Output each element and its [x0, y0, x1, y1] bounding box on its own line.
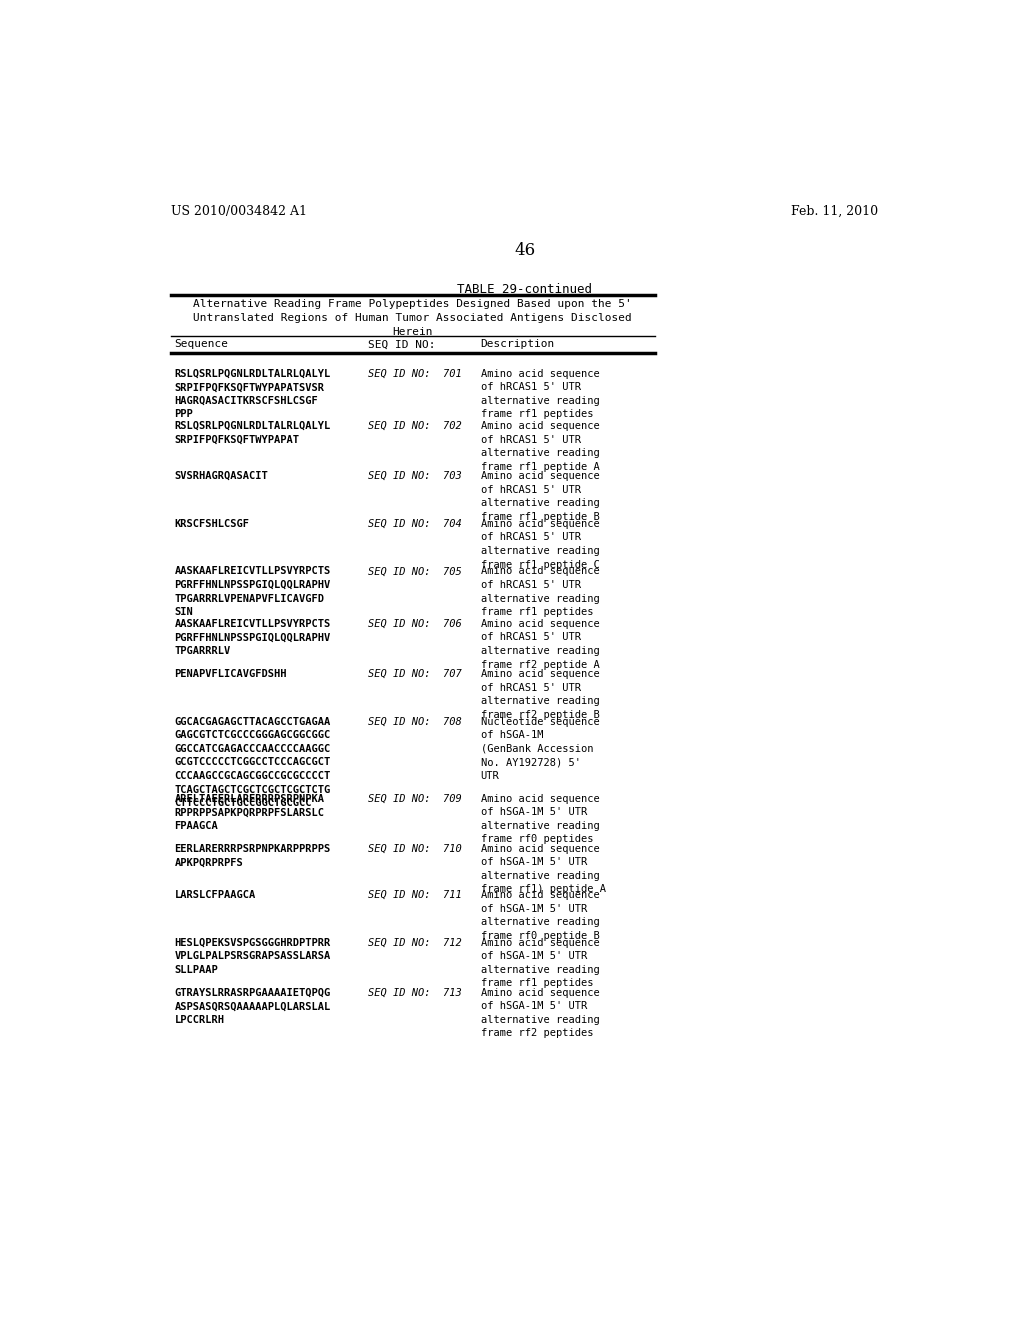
Text: LARSLCFPAAGCA: LARSLCFPAAGCA — [174, 890, 256, 900]
Text: SVSRHAGRQASACIT: SVSRHAGRQASACIT — [174, 471, 268, 480]
Text: US 2010/0034842 A1: US 2010/0034842 A1 — [171, 205, 306, 218]
Text: SEQ ID NO:: SEQ ID NO: — [369, 339, 436, 350]
Text: KRSCFSHLCSGF: KRSCFSHLCSGF — [174, 519, 250, 529]
Text: SEQ ID NO:  701: SEQ ID NO: 701 — [369, 368, 462, 379]
Text: Amino acid sequence
of hSGA-1M 5' UTR
alternative reading
frame rf0 peptides: Amino acid sequence of hSGA-1M 5' UTR al… — [480, 793, 599, 845]
Text: Amino acid sequence
of hSGA-1M 5' UTR
alternative reading
frame rf1) peptide A: Amino acid sequence of hSGA-1M 5' UTR al… — [480, 843, 605, 895]
Text: HESLQPEKSVSPGSGGGHRDPTPRR
VPLGLPALPSRSGRAPSASSLARSA
SLLPAAP: HESLQPEKSVSPGSGGGHRDPTPRR VPLGLPALPSRSGR… — [174, 937, 331, 975]
Text: Amino acid sequence
of hRCAS1 5' UTR
alternative reading
frame rf2 peptide B: Amino acid sequence of hRCAS1 5' UTR alt… — [480, 669, 599, 719]
Text: SEQ ID NO:  709: SEQ ID NO: 709 — [369, 793, 462, 804]
Text: SEQ ID NO:  711: SEQ ID NO: 711 — [369, 890, 462, 900]
Text: ARELTAEERLARERRRPSRPNPKA
RPPRPPSAPKPQRPRPFSLARSLC
FPAAGCA: ARELTAEERLARERRRPSRPNPKA RPPRPPSAPKPQRPR… — [174, 793, 325, 830]
Text: RSLQSRLPQGNLRDLTALRLQALYL
SRPIFPQFKSQFTWYPAPAT: RSLQSRLPQGNLRDLTALRLQALYL SRPIFPQFKSQFTW… — [174, 421, 331, 445]
Text: Feb. 11, 2010: Feb. 11, 2010 — [792, 205, 879, 218]
Text: SEQ ID NO:  703: SEQ ID NO: 703 — [369, 471, 462, 480]
Text: EERLARERRRPSRPNPKARPPRPPS
APKPQRPRPFS: EERLARERRRPSRPNPKARPPRPPS APKPQRPRPFS — [174, 843, 331, 867]
Text: Alternative Reading Frame Polypeptides Designed Based upon the 5'
Untranslated R: Alternative Reading Frame Polypeptides D… — [194, 298, 632, 337]
Text: Amino acid sequence
of hRCAS1 5' UTR
alternative reading
frame rf1 peptide C: Amino acid sequence of hRCAS1 5' UTR alt… — [480, 519, 599, 569]
Text: SEQ ID NO:  706: SEQ ID NO: 706 — [369, 619, 462, 628]
Text: GGCACGAGAGCTTACAGCCTGAGAA
GAGCGTCTCGCCCGGGAGCGGCGGC
GGCCATCGAGACCCAACCCCAAGGC
GC: GGCACGAGAGCTTACAGCCTGAGAA GAGCGTCTCGCCCG… — [174, 717, 331, 808]
Text: SEQ ID NO:  704: SEQ ID NO: 704 — [369, 519, 462, 529]
Text: Amino acid sequence
of hRCAS1 5' UTR
alternative reading
frame rf1 peptide B: Amino acid sequence of hRCAS1 5' UTR alt… — [480, 471, 599, 521]
Text: Amino acid sequence
of hSGA-1M 5' UTR
alternative reading
frame rf2 peptides: Amino acid sequence of hSGA-1M 5' UTR al… — [480, 987, 599, 1039]
Text: Amino acid sequence
of hSGA-1M 5' UTR
alternative reading
frame rf0 peptide B: Amino acid sequence of hSGA-1M 5' UTR al… — [480, 890, 599, 941]
Text: Amino acid sequence
of hRCAS1 5' UTR
alternative reading
frame rf1 peptides: Amino acid sequence of hRCAS1 5' UTR alt… — [480, 368, 599, 420]
Text: AASKAAFLREICVTLLPSVYRPCTS
PGRFFHNLNPSSPGIQLQQLRAPHV
TPGARRRLVPENAPVFLICAVGFD
SIN: AASKAAFLREICVTLLPSVYRPCTS PGRFFHNLNPSSPG… — [174, 566, 331, 618]
Text: GTRAYSLRRASRPGAAAAIETQPQG
ASPSASQRSQAAAAAPLQLARSLAL
LPCCRLRH: GTRAYSLRRASRPGAAAAIETQPQG ASPSASQRSQAAAA… — [174, 987, 331, 1024]
Text: Sequence: Sequence — [174, 339, 228, 350]
Text: SEQ ID NO:  712: SEQ ID NO: 712 — [369, 937, 462, 948]
Text: SEQ ID NO:  710: SEQ ID NO: 710 — [369, 843, 462, 854]
Text: SEQ ID NO:  707: SEQ ID NO: 707 — [369, 669, 462, 678]
Text: Amino acid sequence
of hSGA-1M 5' UTR
alternative reading
frame rf1 peptides: Amino acid sequence of hSGA-1M 5' UTR al… — [480, 937, 599, 989]
Text: SEQ ID NO:  702: SEQ ID NO: 702 — [369, 421, 462, 430]
Text: 46: 46 — [514, 242, 536, 259]
Text: PENAPVFLICAVGFDSHH: PENAPVFLICAVGFDSHH — [174, 669, 287, 678]
Text: SEQ ID NO:  705: SEQ ID NO: 705 — [369, 566, 462, 577]
Text: RSLQSRLPQGNLRDLTALRLQALYL
SRPIFPQFKSQFTWYPAPATSVSR
HAGRQASACITKRSCFSHLCSGF
PPP: RSLQSRLPQGNLRDLTALRLQALYL SRPIFPQFKSQFTW… — [174, 368, 331, 420]
Text: Amino acid sequence
of hRCAS1 5' UTR
alternative reading
frame rf1 peptides: Amino acid sequence of hRCAS1 5' UTR alt… — [480, 566, 599, 618]
Text: AASKAAFLREICVTLLPSVYRPCTS
PGRFFHNLNPSSPGIQLQQLRAPHV
TPGARRRLV: AASKAAFLREICVTLLPSVYRPCTS PGRFFHNLNPSSPG… — [174, 619, 331, 656]
Text: TABLE 29-continued: TABLE 29-continued — [458, 284, 592, 296]
Text: SEQ ID NO:  713: SEQ ID NO: 713 — [369, 987, 462, 998]
Text: Nucleotide sequence
of hSGA-1M
(GenBank Accession
No. AY192728) 5'
UTR: Nucleotide sequence of hSGA-1M (GenBank … — [480, 717, 599, 781]
Text: SEQ ID NO:  708: SEQ ID NO: 708 — [369, 717, 462, 726]
Text: Amino acid sequence
of hRCAS1 5' UTR
alternative reading
frame rf1 peptide A: Amino acid sequence of hRCAS1 5' UTR alt… — [480, 421, 599, 471]
Text: Description: Description — [480, 339, 555, 350]
Text: Amino acid sequence
of hRCAS1 5' UTR
alternative reading
frame rf2 peptide A: Amino acid sequence of hRCAS1 5' UTR alt… — [480, 619, 599, 669]
